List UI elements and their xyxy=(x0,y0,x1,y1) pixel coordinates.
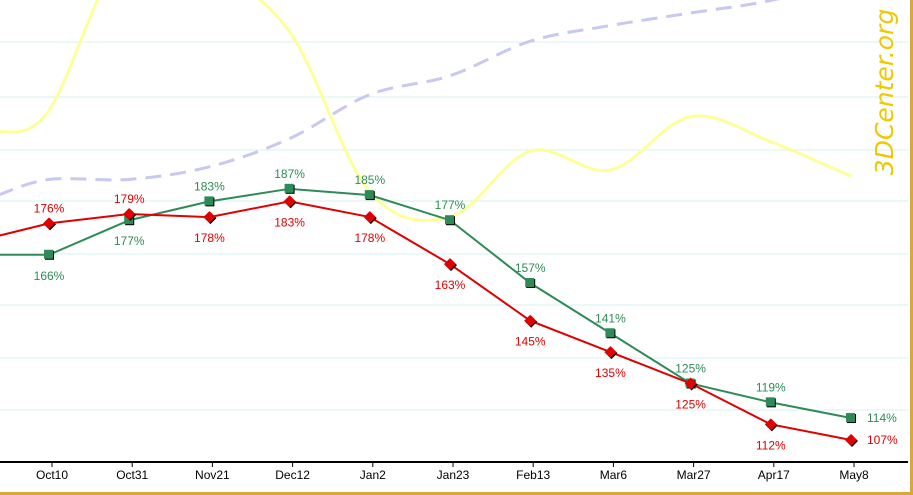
data-label-green-jan2: 185% xyxy=(354,173,385,187)
tick-label-may8: May8 xyxy=(839,468,869,482)
tick-label-oct10: Oct10 xyxy=(36,468,68,482)
data-label-red-jan23: 163% xyxy=(435,278,466,292)
marker-green-may8 xyxy=(846,413,855,423)
marker-green-apr17 xyxy=(765,397,775,407)
tick-label-jan23: Jan23 xyxy=(437,468,470,482)
data-label-red-oct31: 179% xyxy=(114,192,145,206)
data-label-green-feb13: 157% xyxy=(515,261,546,275)
data-label-green-jan23: 177% xyxy=(435,198,466,212)
tick-label-apr17: Apr17 xyxy=(758,468,790,482)
series-line-green xyxy=(0,187,852,420)
data-label-red-nov21: 178% xyxy=(194,231,225,245)
data-label-green-may8: 114% xyxy=(867,411,897,425)
marker-red-jan23 xyxy=(444,258,456,271)
watermark-logo: 3DCenter.org xyxy=(870,9,899,175)
marker-red-oct10 xyxy=(43,217,55,230)
marker-red-may8 xyxy=(845,434,857,447)
tick-label-mar27: Mar27 xyxy=(677,468,711,482)
data-label-red-may8: 107% xyxy=(867,433,898,447)
marker-green-dec12 xyxy=(284,183,294,193)
data-label-red-apr17: 112% xyxy=(756,438,786,452)
marker-red-oct31 xyxy=(123,207,136,220)
data-label-red-jan2: 178% xyxy=(354,231,385,245)
marker-green-mar6 xyxy=(605,328,615,338)
marker-red-feb13 xyxy=(524,314,537,327)
data-label-red-oct10: 176% xyxy=(34,201,65,215)
data-label-green-nov21: 183% xyxy=(194,179,225,193)
tick-label-jan2: Jan2 xyxy=(360,468,386,482)
marker-green-nov21 xyxy=(204,196,214,206)
data-label-red-dec12: 183% xyxy=(274,215,305,229)
curve-lavender xyxy=(0,0,780,196)
marker-red-jan2 xyxy=(363,211,376,224)
marker-green-jan23 xyxy=(445,215,454,225)
background-curves xyxy=(0,0,852,222)
data-label-green-oct31: 177% xyxy=(114,234,145,248)
marker-green-oct31 xyxy=(124,215,134,225)
tick-label-dec12: Dec12 xyxy=(275,468,310,482)
marker-red-nov21 xyxy=(203,211,216,224)
tick-label-feb13: Feb13 xyxy=(516,468,550,482)
marker-red-mar6 xyxy=(604,346,617,359)
data-series: 166% 177% 183% 187% 185% 177% 157% 141% 125% 119%… xyxy=(0,167,898,452)
data-label-green-mar6: 141% xyxy=(595,311,626,325)
data-label-red-mar27: 125% xyxy=(675,398,706,412)
data-label-green-dec12: 187% xyxy=(274,167,305,181)
marker-green-feb13 xyxy=(525,278,535,288)
marker-green-jan2 xyxy=(364,190,374,200)
x-axis-ticks: Oct10 Oct31 Nov21 Dec12 Jan2 Jan23 Feb13 Mar6 Ma… xyxy=(36,462,869,482)
tick-label-nov21: Nov21 xyxy=(195,468,230,482)
border-bottom xyxy=(0,492,913,495)
data-label-red-feb13: 145% xyxy=(515,335,546,349)
marker-red-apr17 xyxy=(764,418,777,431)
tick-label-oct31: Oct31 xyxy=(116,468,148,482)
gridlines xyxy=(0,41,908,411)
marker-green-oct10 xyxy=(44,249,53,259)
tick-label-mar6: Mar6 xyxy=(600,468,628,482)
data-label-green-mar27: 125% xyxy=(675,362,706,376)
marker-red-mar27 xyxy=(684,377,697,390)
marker-red-dec12 xyxy=(283,195,296,208)
curve-yellow xyxy=(0,0,852,222)
data-label-red-mar6: 135% xyxy=(595,366,626,380)
data-label-green-oct10: 166% xyxy=(34,269,65,283)
series-line-red xyxy=(0,200,852,442)
border-right xyxy=(910,0,913,495)
data-label-green-apr17: 119% xyxy=(756,380,786,394)
